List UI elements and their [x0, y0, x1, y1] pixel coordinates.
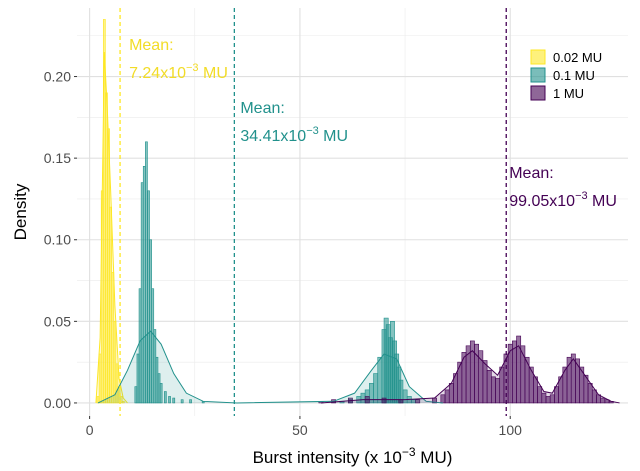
- legend-item-0: 0.02 MU: [530, 49, 602, 65]
- mean-annotation-0: Mean: 7.24x10−3 MU: [129, 37, 228, 82]
- y-tick-label: 0.15: [44, 150, 71, 166]
- histogram-bar: [168, 396, 171, 404]
- mean-annotation-value: 99.05x10−3 MU: [509, 190, 617, 210]
- legend-label: 0.02 MU: [553, 50, 602, 65]
- histogram-bar: [180, 399, 184, 404]
- histogram-bar: [159, 383, 163, 404]
- y-axis-title: Density: [11, 183, 30, 240]
- axis-ticks: 0 50 100 0.00 0.05 0.10 0.15 0.20: [44, 69, 522, 438]
- x-axis-title-exponent: −3: [402, 445, 416, 459]
- x-tick-label: 50: [292, 422, 308, 438]
- legend-swatch: [530, 85, 546, 101]
- legend-swatch: [530, 49, 546, 65]
- mean-annotation-2: Mean: 99.05x10−3 MU: [509, 165, 617, 210]
- density-line: [97, 330, 443, 404]
- histogram-bar: [119, 396, 123, 404]
- mean-annotation-title: Mean:: [240, 100, 284, 117]
- histogram-bar: [415, 399, 421, 404]
- x-axis-title-main: Burst intensity (x 10: [253, 448, 402, 467]
- x-axis-title: Burst intensity (x 10−3 MU): [253, 445, 453, 467]
- histogram-bar: [121, 401, 125, 404]
- legend-label: 0.1 MU: [553, 68, 595, 83]
- mean-annotation-value: 7.24x10−3 MU: [129, 62, 228, 82]
- y-tick-label: 0.05: [44, 313, 71, 329]
- histogram-bar: [113, 321, 117, 404]
- mean-annotation-title: Mean:: [129, 37, 173, 54]
- mean-annotation-1: Mean: 34.41x10−3 MU: [240, 100, 348, 145]
- mean-annotation-value: 34.41x10−3 MU: [240, 125, 348, 145]
- x-tick-label: 0: [86, 422, 94, 438]
- density-line: [320, 345, 620, 404]
- histogram-bar: [189, 399, 192, 404]
- density-line: [95, 52, 128, 404]
- y-tick-label: 0.00: [44, 395, 71, 411]
- histogram-bar: [115, 363, 119, 404]
- legend-item-2: 1 MU: [530, 85, 584, 101]
- histogram-bar: [172, 397, 176, 404]
- histogram-bar: [163, 391, 167, 404]
- density-curves: [95, 52, 620, 404]
- legend-swatch: [530, 67, 546, 83]
- legend-label: 1 MU: [553, 86, 584, 101]
- mean-lines: [119, 8, 507, 416]
- legend-item-1: 0.1 MU: [530, 67, 595, 83]
- series-bars-1: [134, 141, 416, 404]
- legend: 0.02 MU 0.1 MU 1 MU: [530, 49, 602, 101]
- x-axis-title-unit: MU): [416, 448, 453, 467]
- mean-annotation-title: Mean:: [509, 165, 553, 182]
- x-tick-label: 100: [499, 422, 523, 438]
- histogram-bar: [381, 397, 387, 404]
- density-area: [320, 345, 620, 403]
- y-tick-label: 0.10: [44, 232, 71, 248]
- y-tick-label: 0.20: [44, 69, 71, 85]
